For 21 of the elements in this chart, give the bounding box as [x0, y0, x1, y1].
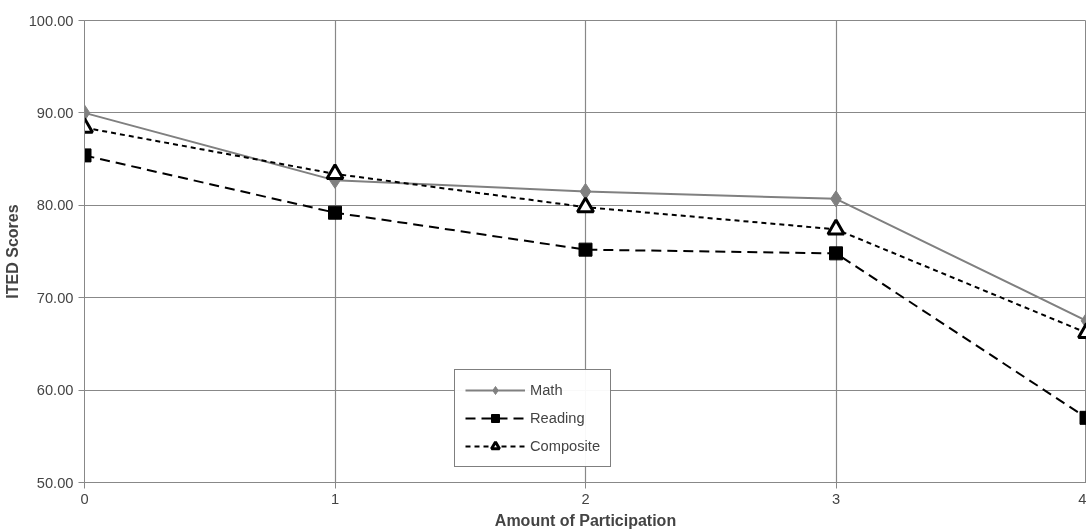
point [576, 196, 595, 214]
y-tick-label: 90.00 [36, 104, 74, 121]
y-axis-title: ITED Scores [3, 204, 21, 299]
x-tick-label: 0 [80, 490, 89, 507]
point [578, 242, 593, 257]
y-tick-label: 80.00 [36, 197, 74, 214]
x-tick-label: 4 [1078, 490, 1086, 507]
y-tick-label: 50.00 [36, 474, 74, 491]
point [328, 205, 342, 220]
legend-label: Reading [530, 410, 585, 426]
x-tick-label: 1 [330, 490, 340, 507]
point [829, 246, 843, 261]
x-tick-label: 2 [581, 490, 590, 507]
legend-label: Math [530, 382, 563, 398]
y-tick-label: 70.00 [36, 289, 74, 306]
legend-label: Composite [530, 438, 601, 454]
x-tick-label: 3 [831, 490, 841, 507]
y-tick-label: 100.00 [28, 12, 74, 29]
point [579, 182, 592, 200]
y-tick-label: 60.00 [36, 382, 74, 399]
x-axis-title: Amount of Participation [494, 511, 677, 529]
